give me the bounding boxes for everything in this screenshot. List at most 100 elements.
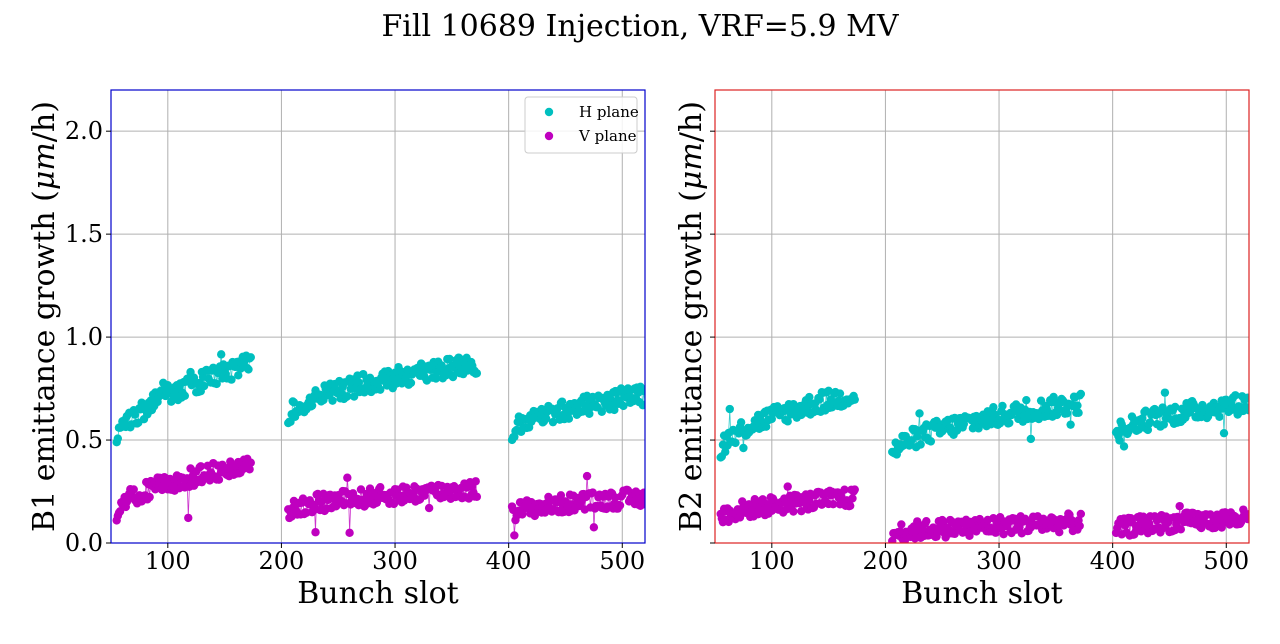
x-tick-label: 500 (599, 547, 645, 575)
v-plane-point (372, 498, 382, 507)
panel-b2: 100 200 300 400 500 Bunch slot B2 emittance gr… (674, 89, 1250, 611)
h-plane-point (597, 407, 607, 416)
h-plane-point (1026, 434, 1036, 444)
y-tick-label: 1.5 (65, 220, 103, 248)
v-plane-point (556, 491, 566, 500)
y-tick-label: 1.0 (65, 323, 103, 351)
y-tick-label: 0.0 (65, 529, 103, 557)
h-plane-point (548, 417, 558, 427)
v-plane-point (999, 529, 1008, 539)
y-axis-label: B1 emittance growth (μm/h) (27, 101, 62, 532)
h-plane-point (835, 389, 845, 398)
x-tick-label: 200 (259, 547, 305, 575)
v-plane-point (356, 485, 366, 494)
h-plane-point (328, 396, 337, 405)
v-plane-point (840, 485, 849, 494)
v-plane-point (939, 517, 948, 526)
plot-area (112, 350, 645, 540)
v-plane-point (1197, 523, 1206, 533)
h-plane-point (1119, 442, 1129, 451)
v-plane-point (850, 485, 859, 494)
h-plane-point (217, 350, 226, 359)
legend-v-marker (544, 131, 554, 141)
v-plane-point (828, 499, 838, 509)
h-plane-point (619, 401, 628, 411)
h-plane-point (850, 395, 859, 404)
h-plane-point (472, 369, 482, 378)
h-plane-point (1073, 401, 1082, 410)
v-plane-point (472, 492, 482, 501)
h-plane-point (1231, 391, 1240, 400)
h-plane-point (1219, 428, 1229, 438)
v-plane-point (582, 471, 592, 481)
h-plane-point (1215, 412, 1224, 421)
h-plane-point (916, 440, 925, 449)
v-plane-point (1076, 509, 1086, 519)
h-plane-point (915, 409, 924, 418)
v-plane-point (1176, 525, 1186, 534)
v-plane-point (115, 507, 125, 516)
h-plane-point (1145, 418, 1155, 427)
v-plane-point (343, 473, 352, 482)
v-plane-point (145, 492, 154, 502)
h-plane-point (639, 386, 645, 396)
h-plane-point (376, 385, 385, 394)
legend-h-marker (544, 107, 554, 117)
h-plane-point (113, 434, 123, 443)
y-label-prefix: B2 emittance growth ( (674, 190, 709, 532)
h-plane-point (640, 400, 645, 409)
h-plane-point (199, 381, 209, 391)
x-tick-label: 100 (145, 547, 191, 575)
x-tick-label: 400 (1090, 547, 1136, 575)
y-axis-label: B2 emittance growth (μm/h) (674, 101, 709, 532)
v-plane-point (245, 465, 254, 474)
h-plane-point (926, 437, 936, 446)
h-plane-point (815, 395, 824, 404)
legend-label: H plane (579, 103, 639, 121)
h-plane-point (130, 410, 140, 419)
h-plane-point (1115, 436, 1124, 445)
figure-title: Fill 10689 Injection, VRF=5.9 MV (381, 9, 899, 44)
h-plane-point (731, 438, 740, 448)
axes-frame (714, 89, 1250, 544)
v-plane-point (848, 494, 857, 503)
x-tick-label: 300 (372, 547, 418, 575)
v-plane-point (589, 523, 599, 532)
h-plane-point (725, 404, 734, 414)
y-label-suffix: /h) (27, 101, 62, 142)
h-plane-point (1066, 420, 1075, 429)
v-plane-point (226, 457, 235, 466)
h-plane-point (541, 414, 551, 423)
h-plane-point (564, 414, 574, 423)
h-plane-point (783, 417, 792, 426)
y-label-unit: μm (27, 142, 62, 190)
axes-frame (110, 89, 646, 544)
h-plane-point (448, 372, 458, 382)
h-plane-point (307, 401, 317, 410)
v-plane-point (510, 531, 519, 540)
h-plane-point (234, 371, 243, 380)
v-plane-point (214, 475, 224, 484)
h-plane-point (1243, 393, 1249, 402)
h-plane-point (739, 443, 748, 453)
v-plane-point (1055, 527, 1064, 537)
v-plane-point (196, 462, 205, 471)
panel-b1: 100 200 300 400 500 0.0 0.5 1.0 1.5 2.0 Bunch slot… (27, 89, 646, 611)
h-plane-point (349, 392, 359, 401)
v-plane-point (376, 482, 385, 492)
h-plane-point (1185, 408, 1195, 417)
v-plane-point (615, 501, 625, 510)
x-axis-label: Bunch slot (901, 576, 1062, 611)
v-plane-point (897, 520, 906, 529)
v-plane-point (588, 488, 597, 497)
v-plane-point (471, 477, 480, 486)
h-plane-point (585, 409, 594, 418)
h-plane-point (319, 395, 328, 405)
v-plane-point (805, 496, 814, 505)
h-plane-point (180, 391, 190, 400)
legend: H plane V plane (524, 96, 639, 154)
h-plane-point (1138, 414, 1147, 423)
y-label-prefix: B1 emittance growth ( (27, 190, 62, 532)
h-plane-point (227, 375, 236, 384)
